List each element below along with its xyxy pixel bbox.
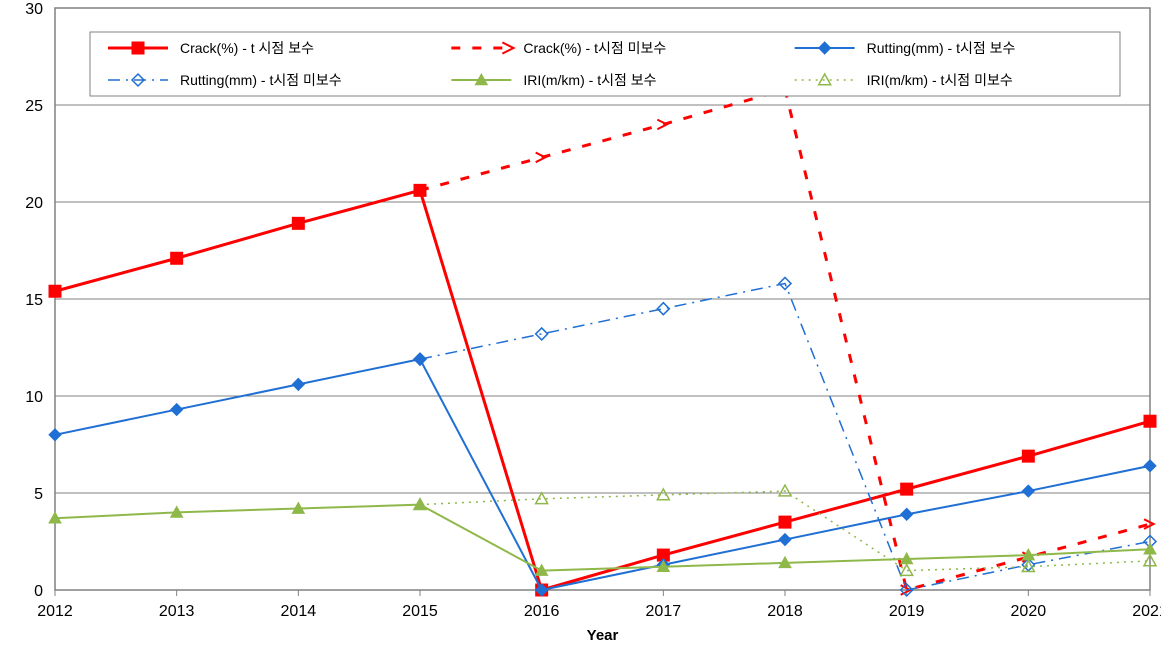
svg-text:25: 25 bbox=[25, 98, 43, 115]
chart-container: 0 5 10 15 20 25 30 2012 2013 2014 2015 2016 2017 2018… bbox=[0, 0, 1161, 645]
svg-text:15: 15 bbox=[25, 292, 43, 309]
svg-text:Year: Year bbox=[587, 627, 619, 644]
svg-text:2020: 2020 bbox=[1011, 603, 1047, 620]
svg-text:2018: 2018 bbox=[767, 603, 803, 620]
svg-text:Rutting(mm) - t시점 보수: Rutting(mm) - t시점 보수 bbox=[867, 40, 1016, 56]
svg-text:10: 10 bbox=[25, 389, 43, 406]
svg-text:IRI(m/km) - t시점 보수: IRI(m/km) - t시점 보수 bbox=[523, 72, 656, 88]
svg-text:5: 5 bbox=[34, 486, 43, 503]
svg-text:20: 20 bbox=[25, 195, 43, 212]
svg-text:2015: 2015 bbox=[402, 603, 438, 620]
svg-text:2017: 2017 bbox=[646, 603, 682, 620]
svg-text:2016: 2016 bbox=[524, 603, 560, 620]
svg-text:2013: 2013 bbox=[159, 603, 195, 620]
svg-text:Rutting(mm) - t시점 미보수: Rutting(mm) - t시점 미보수 bbox=[180, 72, 342, 88]
svg-text:2014: 2014 bbox=[281, 603, 317, 620]
svg-text:30: 30 bbox=[25, 1, 43, 18]
svg-text:2012: 2012 bbox=[37, 603, 73, 620]
svg-text:Crack(%) - t시점 미보수: Crack(%) - t시점 미보수 bbox=[523, 40, 666, 56]
svg-text:IRI(m/km) - t시점 미보수: IRI(m/km) - t시점 미보수 bbox=[867, 72, 1013, 88]
svg-text:2019: 2019 bbox=[889, 603, 925, 620]
svg-text:2021: 2021 bbox=[1132, 603, 1161, 620]
svg-text:0: 0 bbox=[34, 583, 43, 600]
line-chart: 0 5 10 15 20 25 30 2012 2013 2014 2015 2016 2017 2018… bbox=[0, 0, 1161, 645]
svg-text:Crack(%) - t 시점 보수: Crack(%) - t 시점 보수 bbox=[180, 40, 314, 56]
